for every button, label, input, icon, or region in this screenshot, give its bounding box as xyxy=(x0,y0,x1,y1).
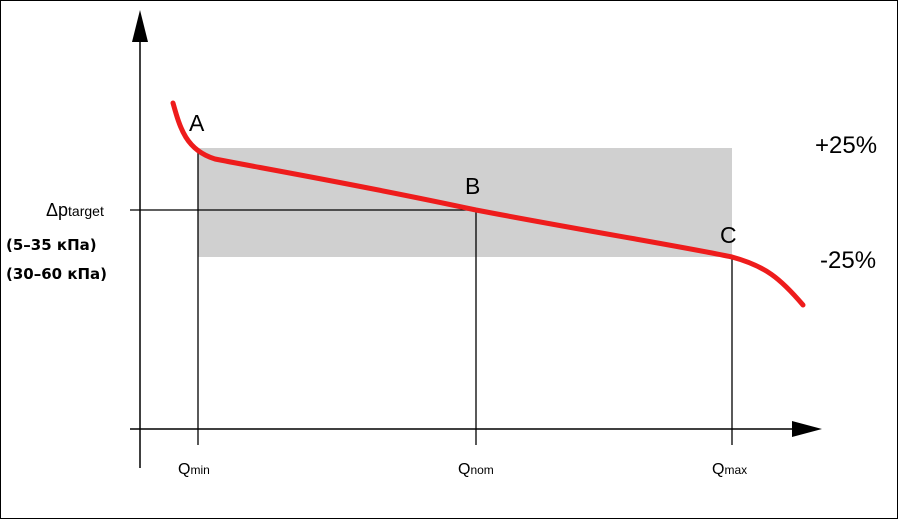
qnom-sub: nom xyxy=(470,463,493,477)
qnom-label: Qnom xyxy=(458,461,494,478)
range-label-low: (5–35 кПа) xyxy=(6,236,97,254)
pump-curve xyxy=(170,100,806,308)
dp-subscript: target xyxy=(68,203,104,219)
qmax-main: Q xyxy=(712,461,724,478)
x-axis-arrow-icon xyxy=(792,421,822,437)
point-a-label: A xyxy=(189,110,205,136)
lower-tolerance-label: -25% xyxy=(820,247,876,274)
y-axis-arrow-icon xyxy=(132,10,148,42)
dp-target-label: Δptarget xyxy=(46,200,104,220)
qmin-main: Q xyxy=(178,461,190,478)
qmin-label: Qmin xyxy=(178,461,210,478)
upper-tolerance-label: +25% xyxy=(815,132,877,159)
qnom-main: Q xyxy=(458,461,470,478)
point-c-label: C xyxy=(720,222,737,248)
point-b-label: B xyxy=(465,173,480,199)
dp-symbol: Δp xyxy=(46,200,68,220)
qmin-sub: min xyxy=(190,463,209,477)
qmax-label: Qmax xyxy=(712,461,747,478)
range-label-high: (30–60 кПа) xyxy=(6,265,107,283)
qmax-sub: max xyxy=(724,463,747,477)
